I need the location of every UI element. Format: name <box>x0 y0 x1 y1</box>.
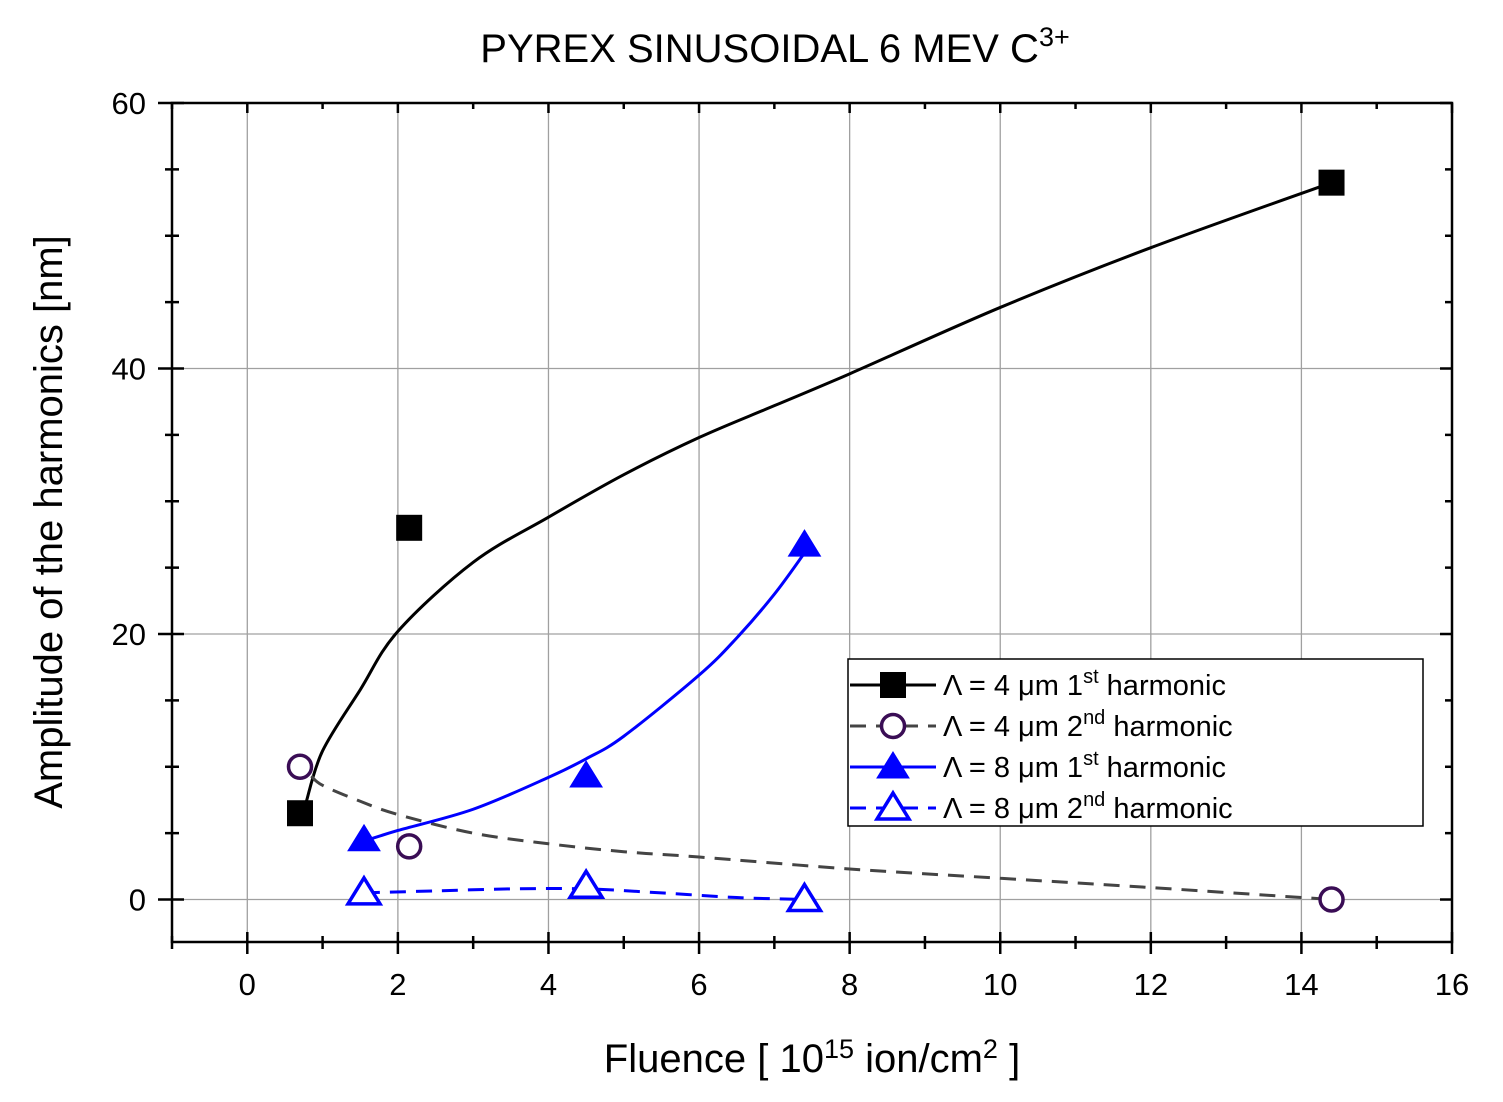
legend-label-superscript: st <box>1083 748 1099 770</box>
x-axis-title-post: ] <box>998 1037 1020 1081</box>
data-point-series-1 <box>287 800 313 827</box>
x-tick-labels: 0 2 4 6 8 10 12 14 16 <box>239 967 1470 1002</box>
series-layer <box>286 169 1345 913</box>
legend-label-3: Λ = 8 μm 1st harmonic <box>943 748 1226 784</box>
x-axis-title: Fluence [ 1015 ion/cm2 ] <box>604 1034 1020 1081</box>
legend-label-text: Λ = 4 μm 1 <box>943 670 1083 702</box>
legend-label-superscript: nd <box>1083 707 1105 729</box>
data-point-series-1 <box>1318 169 1345 196</box>
chart-title-main: PYREX SINUSOIDAL 6 MEV C <box>480 27 1039 71</box>
x-tick-label: 12 <box>1134 967 1168 1002</box>
legend-marker-2 <box>879 712 907 740</box>
y-tick-label: 0 <box>129 883 146 918</box>
y-tick-label: 20 <box>112 617 146 652</box>
x-tick-label: 2 <box>389 967 406 1002</box>
legend-box <box>847 658 1424 827</box>
axes <box>158 101 1454 954</box>
x-tick-label: 8 <box>841 967 858 1002</box>
chart-title: PYREX SINUSOIDAL 6 MEV C3+ <box>480 22 1069 71</box>
x-axis-title-sup1: 15 <box>824 1034 854 1064</box>
legend-label-suffix: harmonic <box>1099 752 1226 784</box>
x-tick-label: 0 <box>239 967 256 1002</box>
y-tick-labels: 0 20 40 60 <box>112 86 146 918</box>
x-tick-label: 10 <box>983 967 1017 1002</box>
series-curve-3 <box>363 552 806 843</box>
legend-label-superscript: nd <box>1083 789 1105 811</box>
data-point-series-3 <box>569 760 604 788</box>
legend-label-1: Λ = 4 μm 1st harmonic <box>943 666 1226 702</box>
legend-label-suffix: harmonic <box>1105 793 1232 825</box>
data-point-series-4 <box>785 881 824 913</box>
data-point-series-3 <box>787 529 822 557</box>
y-tick-label: 40 <box>112 352 146 387</box>
x-axis-title-pre: Fluence [ 10 <box>604 1037 824 1081</box>
legend-label-suffix: harmonic <box>1105 711 1232 743</box>
legend-label-text: Λ = 8 μm 2 <box>943 793 1083 825</box>
legend-label-text: Λ = 8 μm 1 <box>943 752 1083 784</box>
legend-marker-4 <box>873 789 913 821</box>
x-axis-title-mid: ion/cm <box>854 1037 983 1081</box>
legend-label-4: Λ = 8 μm 2nd harmonic <box>943 789 1233 825</box>
data-point-series-3 <box>347 823 381 852</box>
y-axis-title: Amplitude of the harmonics [nm] <box>27 235 71 809</box>
x-tick-label: 16 <box>1435 967 1469 1002</box>
legend-label-2: Λ = 4 μm 2nd harmonic <box>943 707 1233 743</box>
data-point-series-2 <box>395 833 423 860</box>
series-curve-1 <box>304 181 1333 804</box>
x-axis-title-sup2: 2 <box>983 1034 998 1064</box>
x-tick-label: 14 <box>1284 967 1318 1002</box>
series-curve-2 <box>310 774 1332 902</box>
y-tick-label: 60 <box>112 86 146 121</box>
legend-marker-1 <box>880 672 906 698</box>
legend-label-text: Λ = 4 μm 2 <box>943 711 1083 743</box>
data-point-series-4 <box>566 867 606 899</box>
chart-title-superscript: 3+ <box>1039 22 1070 52</box>
data-point-series-2 <box>1318 886 1345 913</box>
x-tick-label: 6 <box>690 967 707 1002</box>
legend-marker-3 <box>876 751 910 779</box>
data-point-series-2 <box>286 753 314 781</box>
data-point-series-4 <box>344 874 384 906</box>
plot-frame <box>170 101 1454 944</box>
x-tick-label: 4 <box>540 967 557 1002</box>
legend-label-superscript: st <box>1083 666 1099 688</box>
data-point-series-1 <box>396 514 423 541</box>
legend-label-suffix: harmonic <box>1099 670 1226 702</box>
